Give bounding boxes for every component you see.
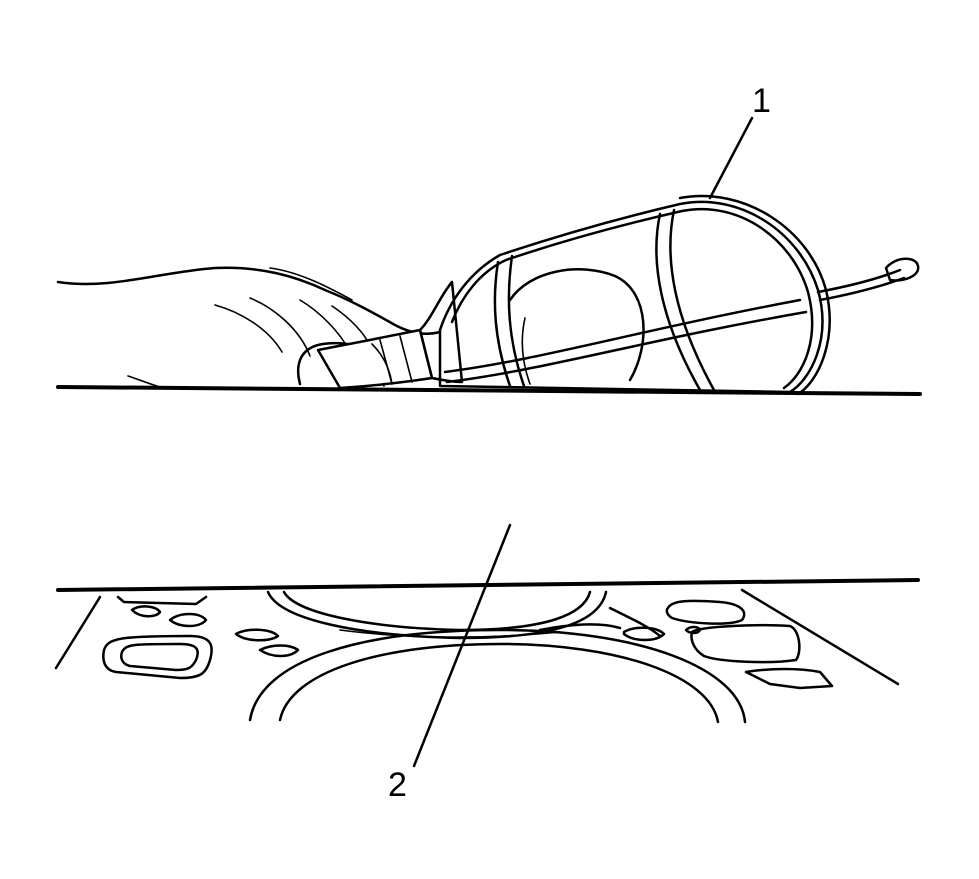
leader-line-1 (708, 116, 754, 200)
surface-line-bottom (56, 578, 920, 592)
lamp-handle (316, 280, 464, 390)
callouts: 1 2 (388, 82, 771, 804)
bottom-view (54, 578, 920, 724)
top-view (56, 194, 922, 396)
leader-line-2 (412, 523, 512, 768)
hand (56, 266, 442, 388)
callout-2: 2 (388, 766, 407, 804)
inspection-lamp (438, 194, 920, 396)
callout-1: 1 (752, 82, 771, 120)
